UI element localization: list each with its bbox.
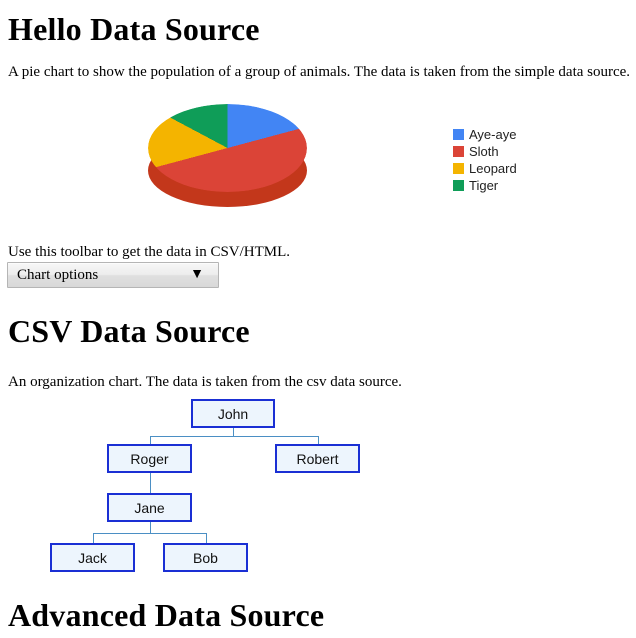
legend-swatch-icon-tiger xyxy=(453,180,464,191)
chevron-down-icon: ▼ xyxy=(190,267,204,282)
org-node-label: John xyxy=(217,405,249,422)
chart-options-dropdown-button[interactable]: Chart options ▼ xyxy=(7,262,219,288)
legend-label-aye-aye: Aye-aye xyxy=(469,127,517,142)
page-title-hello-data-source: Hello Data Source xyxy=(8,11,260,47)
org-connector-line xyxy=(92,533,206,534)
pie-chart-legend: Aye-aye Sloth Leopard Tiger xyxy=(453,126,517,194)
legend-item-sloth[interactable]: Sloth xyxy=(453,143,517,160)
pie-slices xyxy=(148,104,307,192)
csv-description-paragraph: An organization chart. The data is taken… xyxy=(8,374,402,390)
org-node-robert[interactable]: Robert xyxy=(275,444,360,473)
org-node-jack[interactable]: Jack xyxy=(50,543,135,572)
org-node-label: Bob xyxy=(193,549,218,566)
legend-swatch-icon-sloth xyxy=(453,146,464,157)
org-connector-line xyxy=(92,533,94,543)
legend-item-tiger[interactable]: Tiger xyxy=(453,177,517,194)
hello-description-paragraph: A pie chart to show the population of a … xyxy=(8,64,631,80)
org-node-roger[interactable]: Roger xyxy=(107,444,192,473)
legend-label-tiger: Tiger xyxy=(469,178,499,193)
page-title-advanced-data-source: Advanced Data Source xyxy=(8,597,325,633)
org-node-bob[interactable]: Bob xyxy=(163,543,248,572)
organization-chart: John Roger Robert Jane Jack Bob xyxy=(0,396,400,582)
org-connector-line xyxy=(149,436,151,444)
org-node-label: Jane xyxy=(134,499,165,516)
page-title-csv-data-source: CSV Data Source xyxy=(8,313,250,349)
legend-swatch-icon-aye-aye xyxy=(453,129,464,140)
legend-label-leopard: Leopard xyxy=(469,161,517,176)
org-connector-line xyxy=(205,533,207,543)
legend-swatch-icon-leopard xyxy=(453,163,464,174)
chart-options-label: Chart options xyxy=(17,266,99,283)
org-connector-line xyxy=(317,436,319,444)
org-connector-line xyxy=(149,522,151,533)
pie-top-face xyxy=(148,104,307,192)
org-node-jane[interactable]: Jane xyxy=(107,493,192,522)
org-connector-line xyxy=(149,483,151,493)
legend-item-aye-aye[interactable]: Aye-aye xyxy=(453,126,517,143)
org-connector-line xyxy=(149,436,318,437)
org-node-label: Robert xyxy=(296,450,339,467)
toolbar-note-paragraph: Use this toolbar to get the data in CSV/… xyxy=(8,244,291,260)
org-connector-line xyxy=(149,473,151,483)
pie-chart-graphic[interactable] xyxy=(148,104,308,209)
org-node-john[interactable]: John xyxy=(191,399,275,428)
legend-label-sloth: Sloth xyxy=(469,144,499,159)
legend-item-leopard[interactable]: Leopard xyxy=(453,160,517,177)
org-connector-line xyxy=(233,428,234,436)
pie-chart-container: Aye-aye Sloth Leopard Tiger xyxy=(0,100,560,220)
org-node-label: Jack xyxy=(78,549,107,566)
org-node-label: Roger xyxy=(130,450,169,467)
